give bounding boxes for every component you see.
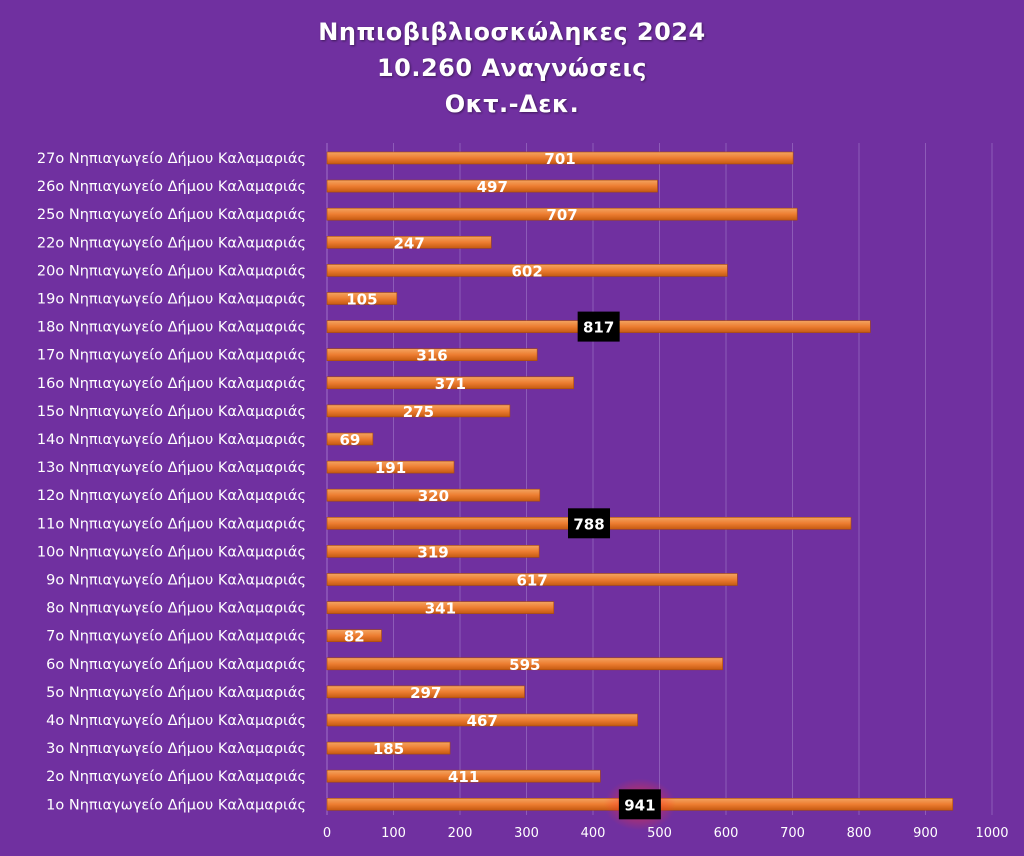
category-label: 2ο Νηπιαγωγείο Δήμου Καλαμαριάς	[46, 769, 306, 785]
value-label: 617	[516, 572, 547, 590]
value-label: 467	[467, 712, 498, 730]
value-label-box	[568, 508, 611, 539]
x-tick-label: 300	[514, 826, 539, 841]
category-label: 5ο Νηπιαγωγείο Δήμου Καλαμαριάς	[46, 685, 306, 701]
category-label: 11ο Νηπιαγωγείο Δήμου Καλαμαριάς	[37, 516, 306, 532]
bar	[326, 348, 538, 362]
bar	[326, 460, 455, 474]
category-label: 25ο Νηπιαγωγείο Δήμου Καλαμαριάς	[37, 207, 306, 223]
category-label: 26ο Νηπιαγωγείο Δήμου Καλαμαριάς	[37, 179, 306, 195]
category-label: 10ο Νηπιαγωγείο Δήμου Καλαμαριάς	[37, 544, 306, 560]
x-tick-label: 900	[913, 826, 938, 841]
chart-title-line-1: Νηπιοβιβλιοσκώληκες 2024	[318, 18, 706, 46]
category-label: 9ο Νηπιαγωγείο Δήμου Καλαμαριάς	[46, 573, 306, 589]
value-label: 316	[416, 347, 447, 365]
category-label: 19ο Νηπιαγωγείο Δήμου Καλαμαριάς	[37, 292, 306, 308]
bar	[326, 545, 540, 558]
bar	[326, 432, 374, 446]
chart-title-line-2: 10.260 Αναγνώσεις	[376, 54, 648, 82]
value-label: 788	[573, 515, 604, 533]
x-tick-label: 100	[381, 826, 406, 841]
value-label: 82	[344, 628, 365, 646]
value-label: 595	[509, 656, 540, 674]
x-tick-label: 800	[847, 826, 872, 841]
value-label: 497	[477, 178, 508, 196]
bar	[326, 376, 575, 390]
value-label: 297	[410, 684, 441, 702]
category-label: 22ο Νηπιαγωγείο Δήμου Καλαμαριάς	[37, 235, 306, 251]
category-label: 12ο Νηπιαγωγείο Δήμου Καλαμαριάς	[37, 488, 306, 504]
value-label: 371	[435, 375, 466, 393]
bar	[326, 629, 382, 643]
category-label: 20ο Νηπιαγωγείο Δήμου Καλαμαριάς	[37, 263, 306, 279]
value-label-box	[618, 789, 661, 820]
category-label: 4ο Νηπιαγωγείο Δήμου Καλαμαριάς	[46, 713, 306, 729]
bar	[326, 685, 525, 699]
x-tick-label: 500	[647, 826, 672, 841]
value-label: 707	[546, 206, 577, 224]
value-label: 817	[583, 319, 614, 337]
category-label: 13ο Νηπιαγωγείο Δήμου Καλαμαριάς	[37, 460, 306, 476]
value-label: 602	[512, 262, 543, 280]
category-label: 3ο Νηπιαγωγείο Δήμου Καλαμαριάς	[46, 741, 306, 757]
category-label: 14ο Νηπιαγωγείο Δήμου Καλαμαριάς	[37, 432, 306, 448]
bar	[326, 404, 511, 418]
value-label: 411	[448, 768, 479, 786]
value-label-box	[577, 311, 620, 342]
category-label: 18ο Νηπιαγωγείο Δήμου Καλαμαριάς	[37, 320, 306, 336]
category-label: 7ο Νηπιαγωγείο Δήμου Καλαμαριάς	[46, 629, 306, 645]
x-tick-label: 600	[714, 826, 739, 841]
value-label: 941	[624, 796, 655, 814]
bar	[326, 151, 794, 165]
x-tick-label: 1000	[975, 826, 1008, 841]
bar	[326, 741, 451, 755]
bar	[326, 179, 658, 193]
value-label: 701	[544, 150, 575, 168]
bar	[326, 573, 738, 586]
value-label: 191	[375, 459, 406, 477]
bar	[326, 292, 398, 305]
label-layer: 0 100 200 300 400 500 600 700 800 900 1000 27ο Νηπι…	[37, 150, 1009, 841]
value-label: 320	[418, 487, 449, 505]
bar	[326, 769, 601, 783]
value-label: 275	[403, 403, 434, 421]
x-tick-label: 0	[323, 826, 331, 841]
bar	[326, 713, 638, 727]
bar	[326, 264, 728, 277]
value-label: 69	[340, 431, 361, 449]
x-tick-label: 200	[448, 826, 473, 841]
category-label: 1ο Νηπιαγωγείο Δήμου Καλαμαριάς	[46, 797, 306, 813]
category-label: 16ο Νηπιαγωγείο Δήμου Καλαμαριάς	[37, 376, 306, 392]
category-label: 27ο Νηπιαγωγείο Δήμου Καλαμαριάς	[37, 151, 306, 167]
x-tick-label: 700	[780, 826, 805, 841]
chart-title: Νηπιοβιβλιοσκώληκες 2024 10.260 Αναγνώσε…	[0, 14, 1024, 122]
bar	[326, 236, 492, 249]
value-label: 105	[346, 291, 377, 309]
category-label: 6ο Νηπιαγωγείο Δήμου Καλαμαριάς	[46, 657, 306, 673]
value-label: 185	[373, 740, 404, 758]
chart-title-line-3: Οκτ.-Δεκ.	[444, 90, 580, 118]
category-label: 8ο Νηπιαγωγείο Δήμου Καλαμαριάς	[46, 601, 306, 617]
grid-layer	[326, 143, 993, 815]
bar	[326, 207, 798, 221]
value-label: 247	[393, 234, 424, 252]
value-label: 319	[417, 543, 448, 561]
category-label: 15ο Νηπιαγωγείο Δήμου Καλαμαριάς	[37, 404, 306, 420]
category-label: 17ο Νηπιαγωγείο Δήμου Καλαμαριάς	[37, 348, 306, 364]
value-label: 341	[425, 600, 456, 618]
x-tick-label: 400	[581, 826, 606, 841]
bar	[326, 601, 555, 614]
bar	[326, 488, 541, 502]
bar	[326, 657, 723, 671]
